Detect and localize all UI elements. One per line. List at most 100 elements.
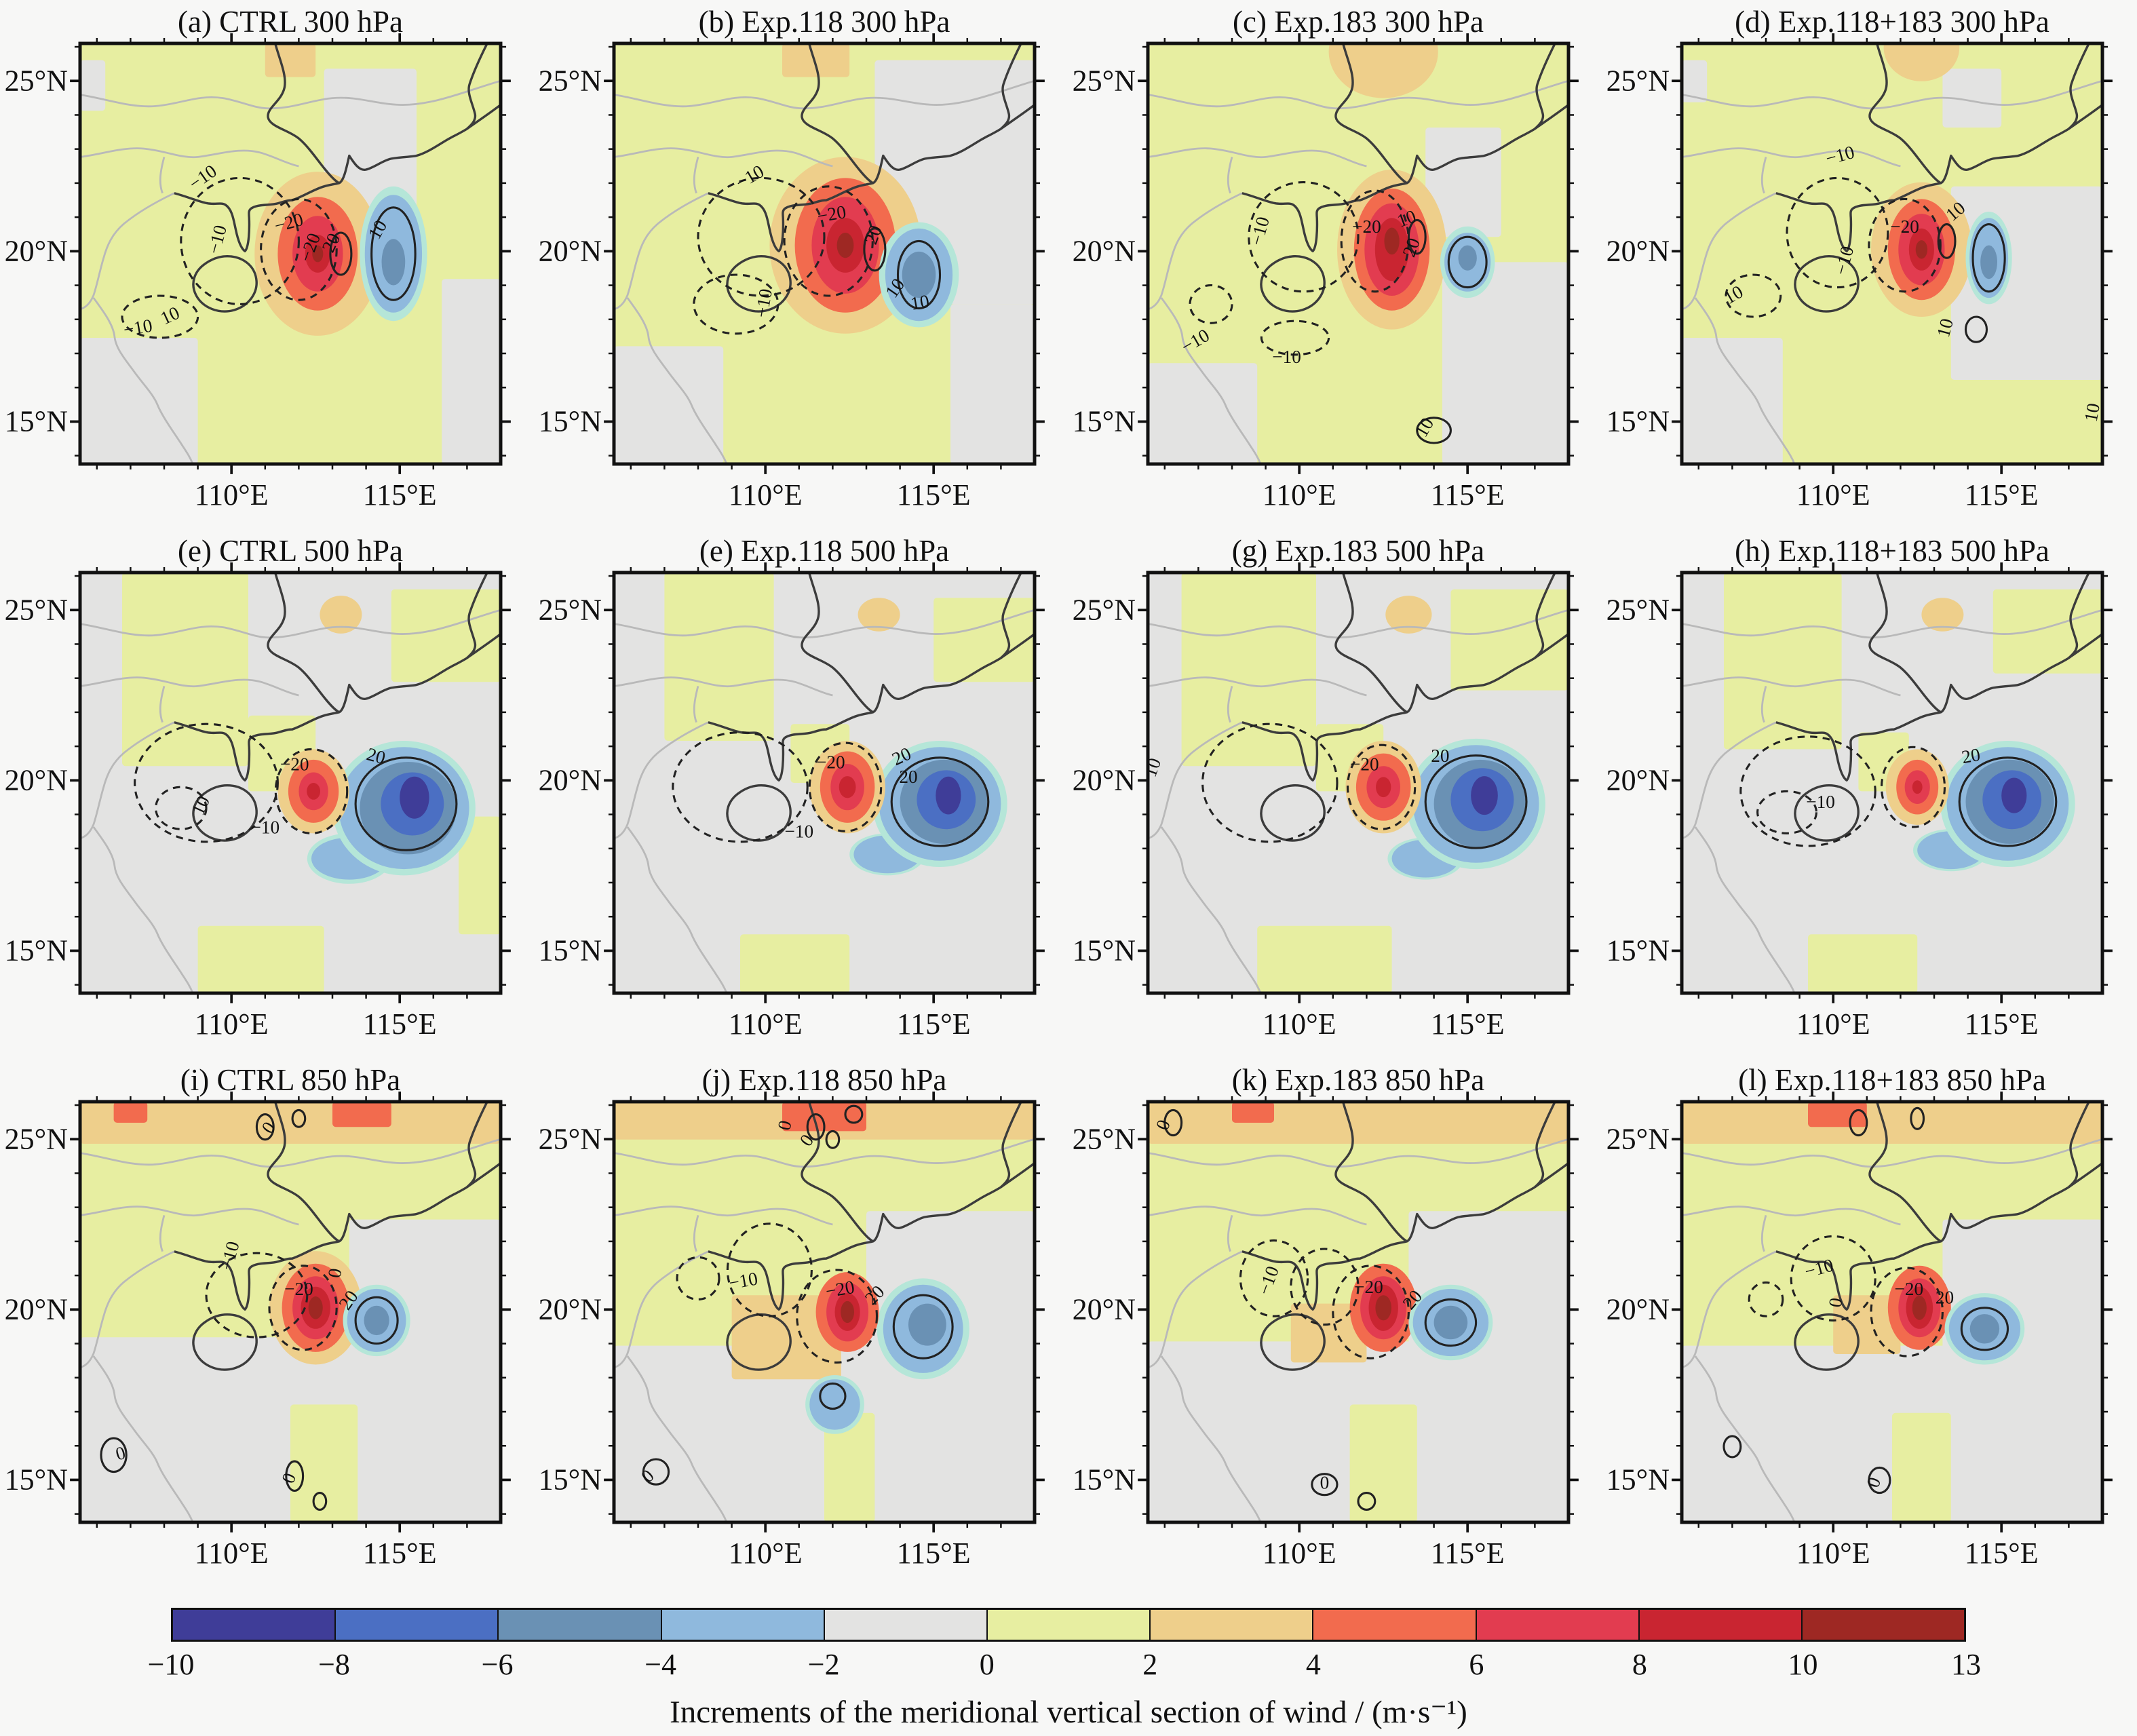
colorbar-tick-label: 10 [1788, 1648, 1818, 1681]
colorbar-tick-label: 8 [1632, 1648, 1647, 1681]
contour-label: 20 [1960, 744, 1982, 767]
colorbar-tick-label: 4 [1305, 1648, 1321, 1681]
y-tick-label: 25°N [1606, 593, 1670, 627]
x-tick-label: 110°E [194, 478, 269, 512]
map-panel-g: (g) Exp.183 500 hPa −10 −20 20 25°N 20°N 15°N 1… [1068, 529, 1602, 1058]
x-tick-label: 110°E [1262, 1537, 1336, 1570]
map-panel-j: (j) Exp.118 850 hPa 0 0 −10 −20 20 0 25°N 20°N 15… [534, 1058, 1068, 1587]
map-panel-a: (a) CTRL 300 hPa −10 −10 −20 −20 20 10 −10 10 25°… [0, 0, 534, 529]
x-tick-label: 115°E [896, 1537, 971, 1570]
colorbar [171, 1608, 1966, 1642]
map-panel-b: (b) Exp.118 300 hPa −10 −20 20 10 10 −10 25°N 20… [534, 0, 1068, 529]
y-tick-label: 20°N [1072, 763, 1136, 797]
y-tick-label: 20°N [538, 234, 602, 268]
x-tick-label: 115°E [362, 1537, 437, 1570]
contour-label: 0 [1825, 1296, 1847, 1309]
y-tick-label: 25°N [538, 593, 602, 627]
x-tick-label: 115°E [362, 1007, 437, 1041]
y-tick-label: 20°N [4, 1292, 68, 1326]
y-tick-label: 25°N [1072, 1122, 1136, 1156]
x-tick-label: 115°E [1964, 478, 2039, 512]
contour-label: 10 [2081, 402, 2104, 423]
colorbar-segment [661, 1610, 825, 1640]
map-area: −10 −10 −10 −20 10 20 10 25°N 20°N 15°N 110°E 115°E [1073, 33, 1579, 512]
panel-title: (d) Exp.118+183 300 hPa [1735, 5, 2049, 39]
colorbar-segment [1313, 1610, 1477, 1640]
y-tick-label: 15°N [1072, 404, 1136, 438]
contour-label: 20 [1431, 746, 1449, 766]
x-tick-label: 110°E [1796, 1537, 1870, 1570]
x-tick-label: 110°E [728, 1007, 803, 1041]
colorbar-tick-label: −8 [318, 1648, 350, 1681]
map-panel-l: (l) Exp.118+183 850 hPa −10 0 −20 20 0 25°N 20°… [1602, 1058, 2136, 1587]
map-canvas: 0−10 −20 200 [1138, 1092, 1579, 1532]
contour-label: −20 [1352, 216, 1381, 237]
x-tick-label: 110°E [1262, 1007, 1336, 1041]
y-tick-label: 25°N [1072, 593, 1136, 627]
map-area: −10 −20 20 10 10 −10 25°N 20°N 15°N 110°E 115°E [539, 33, 1045, 512]
x-tick-label: 110°E [194, 1537, 269, 1570]
y-tick-label: 15°N [1606, 933, 1670, 967]
y-tick-label: 15°N [4, 404, 68, 438]
contour-label: −20 [1350, 754, 1379, 774]
colorbar-segment [499, 1610, 662, 1640]
x-tick-label: 110°E [728, 1537, 803, 1570]
colorbar-segment [1151, 1610, 1314, 1640]
contour-label: 20 [1936, 1288, 1954, 1308]
colorbar-tick-labels: −10 −8 −6 −4 −2 0 2 4 6 8 10 13 [148, 1647, 1981, 1686]
y-tick-label: 25°N [1606, 1122, 1670, 1156]
panel-title: (l) Exp.118+183 850 hPa [1738, 1063, 2046, 1097]
map-panel-c: (c) Exp.183 300 hPa −10 −10 −10 −20 10 20 10 25°… [1068, 0, 1602, 529]
colorbar-tick-label: −10 [147, 1648, 195, 1681]
contour-label: 0 [773, 1118, 796, 1132]
contour-label: −20 [1354, 1277, 1383, 1297]
map-area: −10 −10 −20 10 10 10 10 25°N 20°N 15°N 110°E 115°E [1606, 33, 2113, 512]
colorbar-segment [824, 1610, 988, 1640]
contour-label: −20 [280, 754, 309, 774]
y-tick-label: 25°N [4, 64, 68, 98]
map-canvas: 00−10 −20 200 [604, 1092, 1045, 1532]
contour-label: −10 [122, 315, 154, 340]
map-area: −20 20 10 −10 25°N 20°N 15°N 110°E 115°E [5, 562, 511, 1041]
y-tick-label: 15°N [1606, 404, 1670, 438]
map-canvas: −100−20 200 [1672, 1092, 2113, 1532]
x-tick-label: 115°E [362, 478, 437, 512]
map-canvas: −10 20 [1672, 562, 2113, 1003]
contour-label: −20 [1894, 1279, 1923, 1299]
contour-label: −10 [751, 287, 776, 319]
contour-label: −10 [784, 822, 813, 842]
panel-title: (i) CTRL 850 hPa [180, 1063, 401, 1097]
colorbar-tick-label: −4 [644, 1648, 677, 1681]
colorbar-tick-label: 6 [1469, 1648, 1484, 1681]
map-panel-h: (h) Exp.118+183 500 hPa −10 20 25°N 20°N 15°N… [1602, 529, 2136, 1058]
y-tick-label: 25°N [4, 593, 68, 627]
y-tick-label: 20°N [1072, 234, 1136, 268]
map-area: −10 −20 20 25°N 20°N 15°N 110°E 115°E [1073, 562, 1579, 1041]
panel-title: (e) CTRL 500 hPa [177, 534, 404, 568]
panel-title: (b) Exp.118 300 hPa [698, 5, 950, 39]
panel-title: (h) Exp.118+183 500 hPa [1735, 534, 2049, 568]
y-tick-label: 15°N [538, 404, 602, 438]
colorbar-segment [1639, 1610, 1803, 1640]
map-panel-d: (d) Exp.118+183 300 hPa −10 −10 −20 10 10 10 10… [1602, 0, 2136, 529]
panel-grid: (a) CTRL 300 hPa −10 −10 −20 −20 20 10 −10 10 25°… [0, 0, 2136, 1587]
x-tick-label: 115°E [896, 1007, 971, 1041]
colorbar-tick-label: 2 [1142, 1648, 1158, 1681]
map-area: −20 20 20 −10 25°N 20°N 15°N 110°E 115°E [539, 562, 1045, 1041]
colorbar-segment [173, 1610, 336, 1640]
panel-title: (k) Exp.183 850 hPa [1231, 1063, 1485, 1097]
y-tick-label: 25°N [538, 1122, 602, 1156]
y-tick-label: 20°N [4, 763, 68, 797]
y-tick-label: 15°N [4, 1463, 68, 1497]
colorbar-segment [1802, 1610, 1965, 1640]
contour-label: 0 [1320, 1472, 1330, 1492]
contour-label: 10 [909, 291, 931, 314]
map-area: −10 20 25°N 20°N 15°N 110°E 115°E [1606, 562, 2113, 1041]
map-area: −10 −10 −20 −20 20 10 −10 10 25°N 20°N 15°N 110°E 11… [5, 33, 511, 512]
x-tick-label: 115°E [1430, 478, 1505, 512]
y-tick-label: 20°N [538, 1292, 602, 1326]
x-tick-label: 110°E [1796, 478, 1870, 512]
